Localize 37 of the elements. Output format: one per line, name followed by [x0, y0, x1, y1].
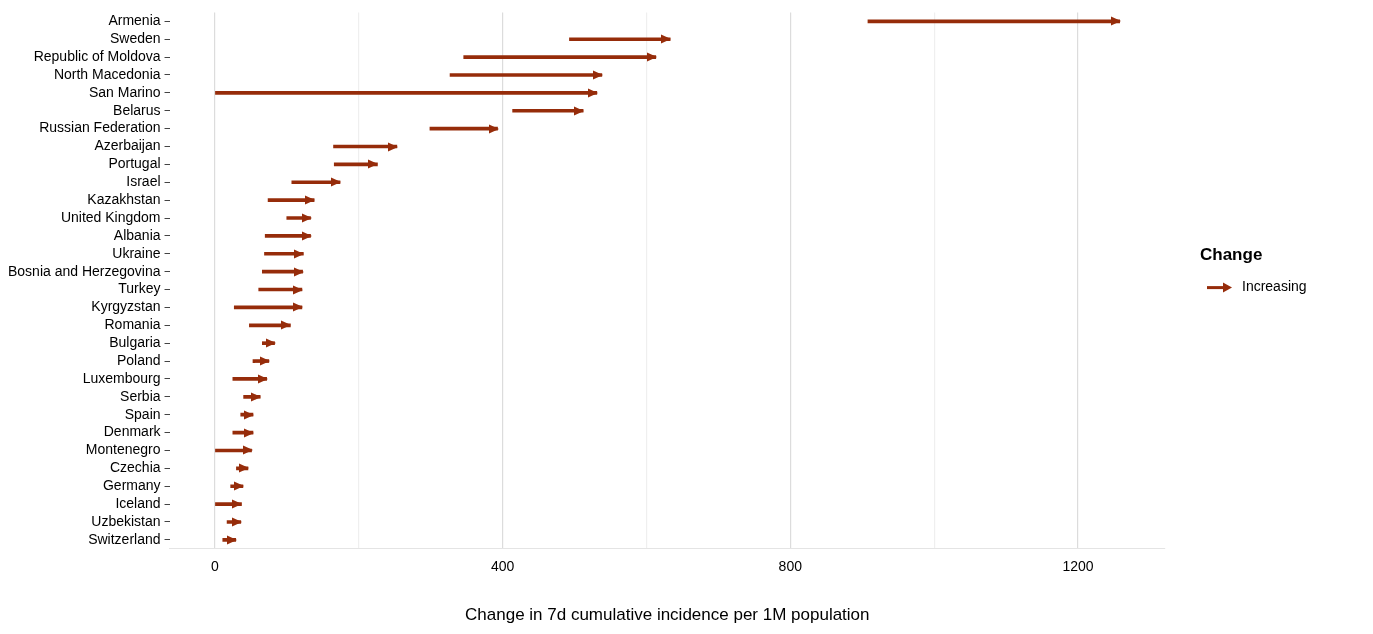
y-tick-label: Bulgaria	[109, 334, 161, 351]
y-tick-label: Kazakhstan	[87, 191, 161, 207]
y-tick-label: United Kingdom	[60, 208, 161, 225]
y-tick-label: Luxembourg	[82, 369, 161, 386]
x-tick-label: 800	[778, 558, 803, 575]
y-tick-label: Romania	[104, 316, 161, 333]
y-tick-label: Israel	[126, 173, 161, 190]
y-tick-label: Denmark	[103, 423, 162, 440]
y-tick-label: Germany	[102, 477, 161, 494]
x-tick-label: 400	[490, 558, 515, 575]
legend-label: Increasing	[1242, 278, 1307, 295]
x-tick-label: 1200	[1062, 558, 1094, 575]
y-tick-label: Czechia	[109, 459, 161, 476]
x-tick-label: 0	[210, 558, 219, 575]
y-tick-label: Serbia	[120, 387, 161, 404]
x-axis-title: Change in 7d cumulative incidence per 1M population	[465, 605, 870, 625]
y-tick-label: North Macedonia	[53, 65, 161, 82]
y-tick-label: Montenegro	[85, 441, 161, 458]
y-tick-label: Kyrgyzstan	[91, 298, 161, 315]
y-tick-label: Ukraine	[112, 244, 161, 261]
y-tick-label: Republic of Moldova	[33, 47, 161, 64]
y-tick-label: Armenia	[108, 12, 161, 29]
y-tick-label: Azerbaijan	[94, 137, 161, 154]
legend-title: Change	[1200, 245, 1263, 265]
y-tick-label: Russian Federation	[39, 119, 161, 136]
y-tick-label: Turkey	[118, 280, 161, 297]
y-tick-label: Uzbekistan	[91, 512, 161, 529]
y-tick-label: Spain	[124, 405, 161, 422]
y-tick-label: San Marino	[88, 83, 161, 100]
y-tick-label: Portugal	[108, 155, 161, 172]
y-tick-label: Switzerland	[88, 530, 161, 547]
y-tick-label: Iceland	[115, 494, 161, 511]
y-tick-label: Albania	[113, 226, 161, 243]
y-tick-label: Bosnia and Herzegovina	[8, 262, 161, 279]
y-tick-label: Belarus	[113, 101, 161, 118]
y-tick-label: Sweden	[109, 30, 161, 47]
y-tick-label: Poland	[116, 351, 161, 368]
